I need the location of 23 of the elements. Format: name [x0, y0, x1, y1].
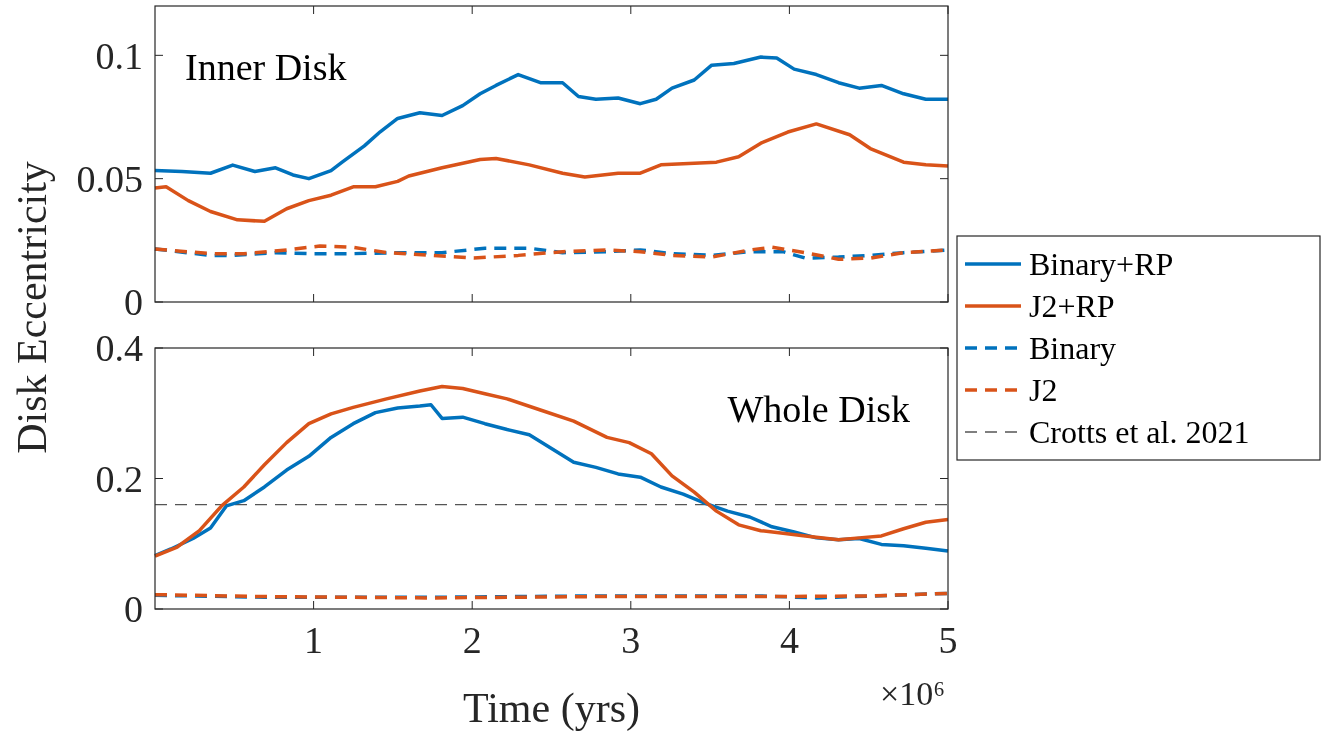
x-tick-label: 2: [462, 619, 482, 661]
y-tick-label: 0.4: [95, 327, 143, 370]
legend-label: J2+RP: [1029, 288, 1115, 325]
line-series: [153, 122, 950, 224]
x-tick-label: 3: [621, 619, 641, 661]
y-tick-label: 0.2: [95, 457, 143, 500]
y-axis-title: Disk Eccentricity: [9, 161, 55, 454]
text: ×10⁶: [879, 675, 945, 712]
annotation: Inner Disk: [185, 46, 347, 88]
annotation: Whole Disk: [727, 388, 910, 430]
y-tick-label: 0.05: [76, 157, 143, 200]
x-tick-label: 4: [779, 619, 799, 661]
legend-label: Binary: [1029, 330, 1117, 367]
legend-label: Crotts et al. 2021: [1029, 414, 1250, 451]
y-tick-label: 0: [124, 281, 143, 324]
legend-label: Binary+RP: [1029, 246, 1174, 283]
y-tick-label: 0.1: [95, 34, 143, 77]
x-axis-title: Time (yrs): [463, 685, 640, 732]
legend-label: J2: [1029, 372, 1058, 409]
line-series: [153, 55, 950, 181]
x-tick-label: 5: [938, 619, 958, 661]
y-tick-label: 0: [124, 588, 143, 631]
x-tick-label: 1: [304, 619, 324, 661]
